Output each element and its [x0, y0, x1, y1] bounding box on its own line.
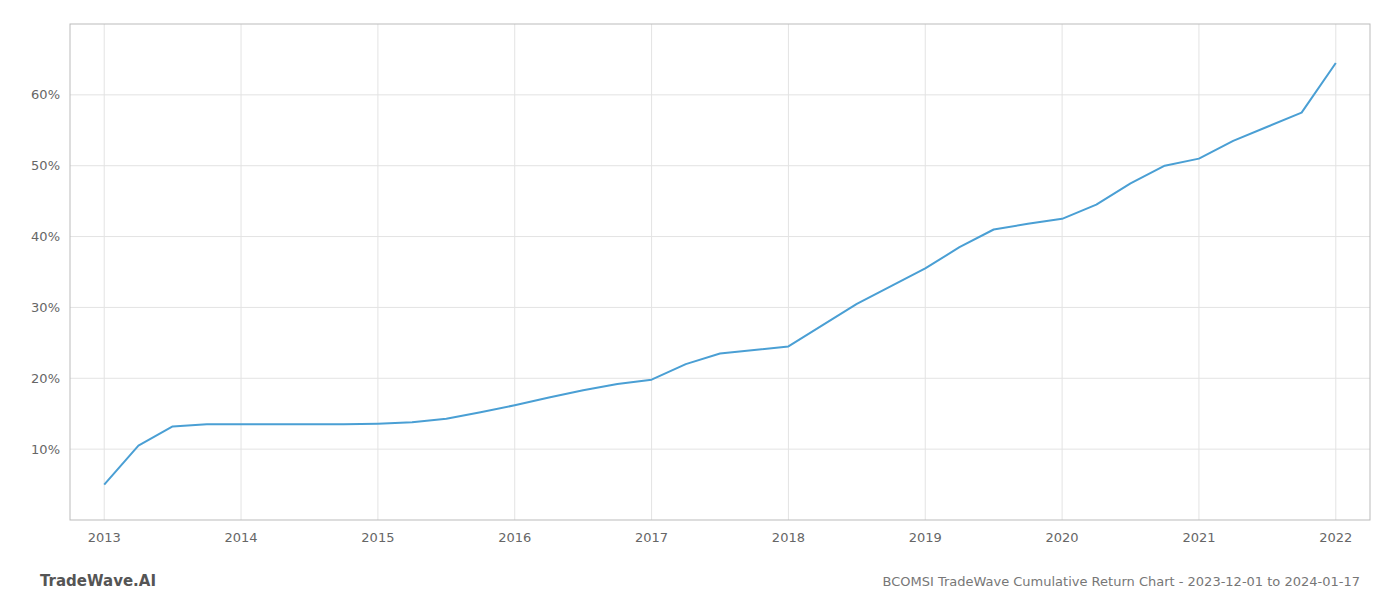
- x-tick-label: 2017: [635, 530, 668, 545]
- x-grid-line: [104, 24, 105, 520]
- x-tick-label: 2019: [909, 530, 942, 545]
- x-grid-line: [651, 24, 652, 520]
- x-tick-label: 2016: [498, 530, 531, 545]
- y-tick-label: 30%: [31, 300, 60, 315]
- y-grid-line: [70, 165, 1370, 166]
- y-grid-line: [70, 378, 1370, 379]
- y-tick-label: 60%: [31, 87, 60, 102]
- watermark: TradeWave.AI: [40, 572, 156, 590]
- x-tick-label: 2014: [225, 530, 258, 545]
- grid: [70, 24, 1370, 520]
- x-grid-line: [241, 24, 242, 520]
- x-tick-labels: 2013 2014 2015 2016 2017 2018 2019 2020 2021 2022: [88, 530, 1353, 545]
- x-grid-line: [925, 24, 926, 520]
- x-tick-label: 2015: [361, 530, 394, 545]
- y-grid-line: [70, 449, 1370, 450]
- x-tick-label: 2013: [88, 530, 121, 545]
- x-grid-line: [514, 24, 515, 520]
- y-tick-label: 20%: [31, 371, 60, 386]
- x-tick-label: 2021: [1182, 530, 1215, 545]
- x-grid-line: [377, 24, 378, 520]
- x-grid-line: [788, 24, 789, 520]
- y-grid-line: [70, 307, 1370, 308]
- x-tick-label: 2018: [772, 530, 805, 545]
- plot-area: [104, 63, 1336, 485]
- y-tick-labels: 10% 20% 30% 40% 50% 60%: [31, 87, 60, 456]
- plot-frame: [70, 24, 1370, 520]
- y-tick-label: 50%: [31, 158, 60, 173]
- chart: 2013 2014 2015 2016 2017 2018 2019 2020 2021 2022…: [0, 0, 1400, 600]
- title: BCOMSI TradeWave Cumulative Return Chart…: [882, 574, 1360, 589]
- y-tick-label: 10%: [31, 442, 60, 457]
- x-grid-line: [1335, 24, 1336, 520]
- line: [104, 63, 1336, 485]
- y-tick-label: 40%: [31, 229, 60, 244]
- x-grid-line: [1062, 24, 1063, 520]
- x-grid-line: [1198, 24, 1199, 520]
- x-tick-label: 2020: [1046, 530, 1079, 545]
- y-grid-line: [70, 94, 1370, 95]
- y-grid-line: [70, 236, 1370, 237]
- x-tick-label: 2022: [1319, 530, 1352, 545]
